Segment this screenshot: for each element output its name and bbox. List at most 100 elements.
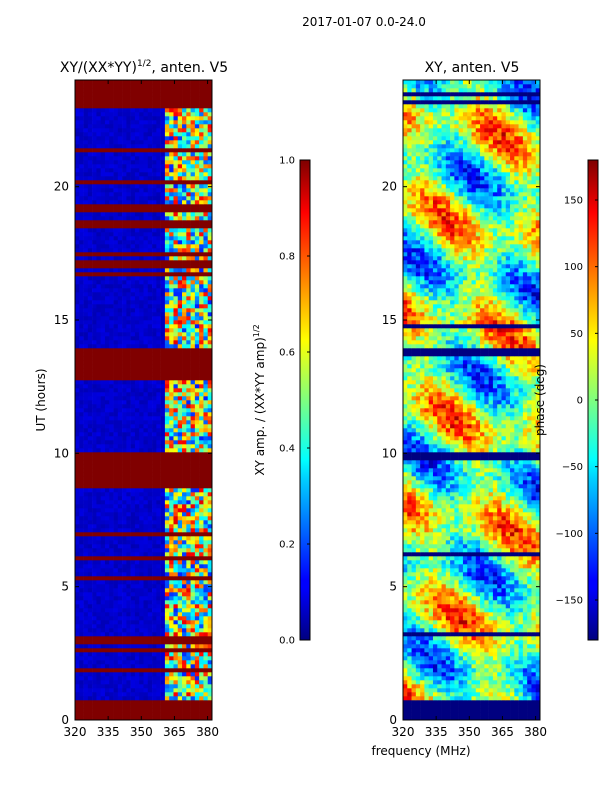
- heatmap-cell: [83, 596, 89, 601]
- heatmap-cell: [104, 160, 110, 165]
- heatmap-cell: [156, 220, 161, 225]
- heatmap-cell: [194, 320, 200, 325]
- heatmap-cell: [186, 664, 191, 669]
- heatmap-cell: [139, 500, 144, 505]
- heatmap-cell: [207, 208, 213, 213]
- heatmap-cell: [117, 628, 123, 633]
- heatmap-cell: [156, 432, 161, 437]
- heatmap-cell: [152, 432, 157, 437]
- heatmap-cell: [134, 536, 140, 541]
- heatmap-cell: [104, 300, 110, 305]
- heatmap-cell: [147, 208, 153, 213]
- heatmap-cell: [199, 544, 204, 549]
- heatmap-cell: [177, 152, 183, 157]
- heatmap-cell: [104, 356, 110, 361]
- heatmap-cell: [109, 476, 114, 481]
- heatmap-cell: [96, 644, 101, 649]
- heatmap-cell: [156, 660, 161, 665]
- heatmap-cell: [87, 552, 93, 557]
- heatmap-cell: [113, 408, 119, 413]
- heatmap-cell: [177, 332, 183, 337]
- heatmap-cell: [104, 640, 110, 645]
- heatmap-cell: [203, 168, 209, 173]
- heatmap-cell: [199, 276, 204, 281]
- heatmap-cell: [109, 528, 114, 533]
- heatmap-cell: [117, 284, 123, 289]
- heatmap-cell: [96, 580, 101, 585]
- heatmap-cell: [100, 348, 106, 353]
- heatmap-cell: [169, 280, 174, 285]
- heatmap-cell: [186, 692, 191, 697]
- heatmap-cell: [113, 468, 119, 473]
- heatmap-cell: [152, 648, 157, 653]
- heatmap-cell: [109, 424, 114, 429]
- heatmap-cell: [100, 380, 106, 385]
- heatmap-cell: [130, 576, 136, 581]
- heatmap-cell: [83, 656, 89, 661]
- heatmap-cell: [203, 712, 209, 717]
- heatmap-cell: [122, 400, 127, 405]
- heatmap-cell: [147, 496, 153, 501]
- heatmap-cell: [207, 376, 213, 381]
- heatmap-cell: [126, 204, 131, 209]
- heatmap-cell: [207, 572, 213, 577]
- heatmap-cell: [207, 440, 213, 445]
- heatmap-cell: [169, 172, 174, 177]
- heatmap-cell: [122, 664, 127, 669]
- heatmap-cell: [100, 488, 106, 493]
- heatmap-cell: [139, 340, 144, 345]
- heatmap-cell: [87, 484, 93, 489]
- heatmap-cell: [190, 320, 196, 325]
- heatmap-cell: [113, 380, 119, 385]
- heatmap-cell: [104, 368, 110, 373]
- heatmap-cell: [117, 568, 123, 573]
- heatmap-cell: [117, 272, 123, 277]
- heatmap-cell: [194, 632, 200, 637]
- heatmap-cell: [147, 572, 153, 577]
- heatmap-cell: [173, 128, 179, 133]
- heatmap-cell: [100, 496, 106, 501]
- heatmap-cell: [203, 324, 209, 329]
- heatmap-cell: [79, 212, 84, 217]
- heatmap-cell: [169, 708, 174, 713]
- heatmap-cell: [100, 644, 106, 649]
- heatmap-cell: [126, 432, 131, 437]
- heatmap-cell: [164, 660, 170, 665]
- heatmap-cell: [147, 616, 153, 621]
- heatmap-cell: [139, 316, 144, 321]
- heatmap-cell: [83, 696, 89, 701]
- heatmap-cell: [126, 188, 131, 193]
- heatmap-cell: [130, 376, 136, 381]
- heatmap-cell: [152, 684, 157, 689]
- heatmap-cell: [199, 428, 204, 433]
- heatmap-cell: [122, 300, 127, 305]
- heatmap-cell: [104, 680, 110, 685]
- heatmap-cell: [134, 456, 140, 461]
- heatmap-cell: [203, 160, 209, 165]
- heatmap-cell: [169, 400, 174, 405]
- heatmap-cell: [113, 352, 119, 357]
- heatmap-cell: [126, 512, 131, 517]
- heatmap-cell: [75, 708, 80, 713]
- heatmap-cell: [83, 428, 89, 433]
- heatmap-cell: [109, 564, 114, 569]
- heatmap-cell: [109, 512, 114, 517]
- heatmap-cell: [87, 264, 93, 269]
- heatmap-cell: [164, 680, 170, 685]
- heatmap-cell: [156, 500, 161, 505]
- heatmap-cell: [182, 612, 187, 617]
- heatmap-cell: [130, 668, 136, 673]
- heatmap-cell: [194, 352, 200, 357]
- heatmap-cell: [100, 196, 106, 201]
- heatmap-cell: [164, 588, 170, 593]
- heatmap-cell: [207, 304, 213, 309]
- heatmap-cell: [113, 520, 119, 525]
- heatmap-cell: [186, 412, 191, 417]
- heatmap-cell: [113, 512, 119, 517]
- heatmap-cell: [207, 328, 213, 333]
- heatmap-cell: [156, 608, 161, 613]
- heatmap-cell: [169, 556, 174, 561]
- heatmap-cell: [139, 200, 144, 205]
- heatmap-cell: [75, 456, 80, 461]
- heatmap-cell: [203, 480, 209, 485]
